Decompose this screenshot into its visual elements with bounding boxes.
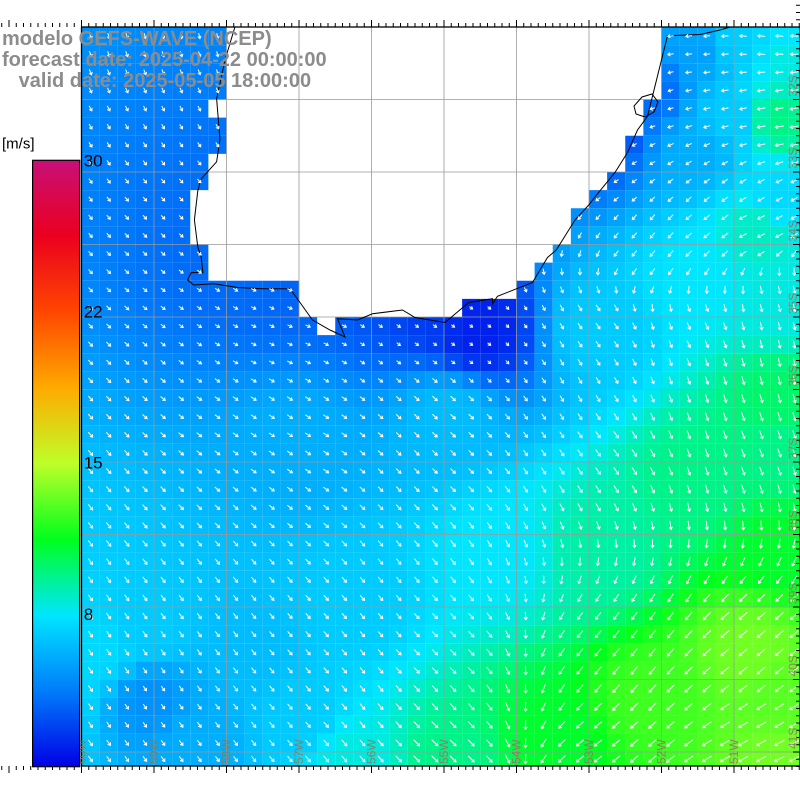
svg-text:55W: 55W [437, 739, 451, 764]
svg-text:38S: 38S [786, 510, 800, 531]
svg-text:58W: 58W [220, 739, 234, 764]
svg-text:8: 8 [84, 605, 93, 624]
svg-text:54W: 54W [510, 739, 524, 764]
svg-text:30: 30 [84, 151, 103, 170]
svg-text:56W: 56W [365, 739, 379, 764]
svg-text:53W: 53W [582, 739, 596, 764]
svg-text:22: 22 [84, 302, 103, 321]
svg-text:35S: 35S [786, 293, 800, 314]
svg-text:52W: 52W [655, 739, 669, 764]
svg-text:32S: 32S [786, 75, 800, 96]
svg-text:57W: 57W [292, 739, 306, 764]
svg-text:51W: 51W [727, 739, 741, 764]
svg-text:37S: 37S [786, 438, 800, 459]
svg-text:33S: 33S [786, 148, 800, 169]
svg-text:59W: 59W [147, 739, 161, 764]
svg-text:39S: 39S [786, 583, 800, 604]
svg-text:36S: 36S [786, 365, 800, 386]
svg-text:15: 15 [84, 454, 103, 473]
svg-text:41S: 41S [786, 728, 800, 749]
svg-text:40S: 40S [786, 655, 800, 676]
svg-text:[m/s]: [m/s] [2, 135, 35, 152]
svg-text:34S: 34S [786, 220, 800, 241]
